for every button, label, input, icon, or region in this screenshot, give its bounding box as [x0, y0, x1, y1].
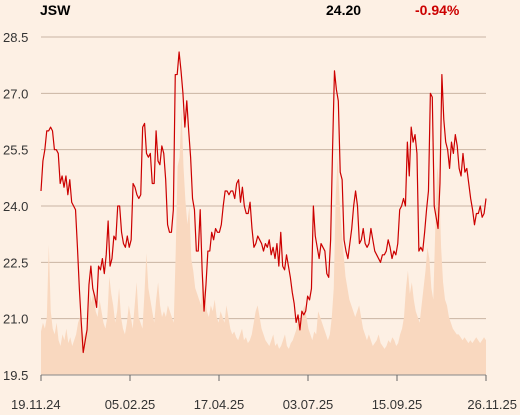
x-tick-label: 03.07.25: [283, 397, 334, 412]
y-tick-label: 21.0: [3, 312, 28, 327]
x-tick-label: 05.02.25: [105, 397, 156, 412]
y-tick-label: 22.5: [3, 255, 28, 270]
x-tick-label: 15.09.25: [372, 397, 423, 412]
x-tick-label: 17.04.25: [194, 397, 245, 412]
volume-area-shape: [41, 108, 486, 375]
y-tick-label: 28.5: [3, 30, 28, 45]
x-tick-label: 26.11.25: [467, 397, 517, 412]
price-line: [40, 51, 487, 354]
y-tick-label: 19.5: [3, 368, 28, 383]
price-change: -0.94%: [415, 2, 460, 18]
y-tick-label: 25.5: [3, 143, 28, 158]
last-price: 24.20: [326, 2, 362, 18]
y-tick-label: 27.0: [3, 86, 28, 101]
y-tick-label: 24.0: [3, 199, 28, 214]
volume-area: [41, 108, 486, 375]
axes: 19.5 21.0 22.5 24.0 25.5 27.0 28.5 19.11.24 05.0…: [3, 30, 517, 412]
x-tick-label: 19.11.24: [11, 397, 61, 412]
ticker-symbol: JSW: [40, 2, 71, 18]
price-series: [40, 51, 487, 354]
